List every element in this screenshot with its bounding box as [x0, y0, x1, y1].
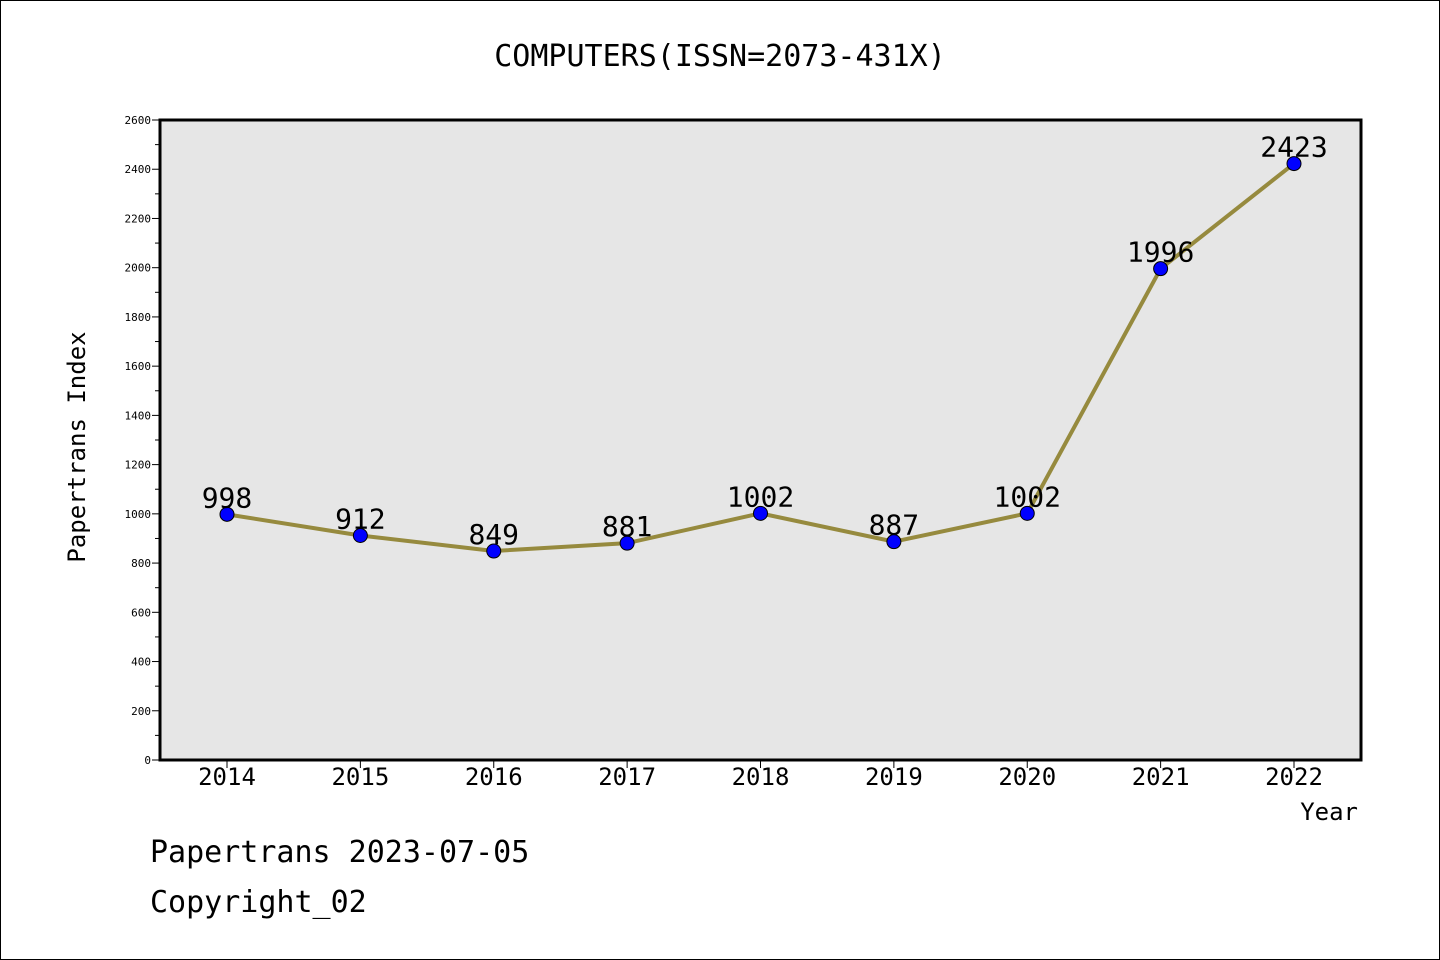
x-tick-label: 2017 [598, 763, 656, 791]
data-label: 998 [202, 481, 253, 514]
footer-date: Papertrans 2023-07-05 [150, 835, 530, 870]
data-label: 849 [468, 518, 519, 551]
data-label: 912 [335, 503, 386, 536]
x-axis: 2014 2015 2016 2017 2018 2019 2020 2021 2022 [198, 760, 1323, 791]
x-tick-label: 2019 [865, 763, 923, 791]
data-label: 1002 [994, 480, 1061, 513]
y-tick-label: 0 [144, 754, 151, 767]
data-label: 1002 [727, 480, 794, 513]
plot-area [158, 118, 1363, 762]
x-tick-label: 2022 [1265, 763, 1323, 791]
y-tick-label: 1600 [125, 360, 152, 373]
y-tick-label: 1200 [125, 459, 152, 472]
x-tick-label: 2015 [331, 763, 389, 791]
y-tick-label: 200 [131, 705, 151, 718]
x-tick-label: 2020 [998, 763, 1056, 791]
data-point [753, 505, 768, 521]
y-tick-label: 2200 [125, 212, 152, 225]
x-tick-label: 2021 [1132, 763, 1190, 791]
data-point [486, 543, 502, 559]
x-tick-label: 2018 [732, 763, 790, 791]
data-labels: 998 912 849 881 1002 887 1002 1996 2423 [202, 131, 1328, 551]
data-label: 881 [602, 510, 653, 543]
data-point [619, 535, 635, 551]
y-tick-label: 800 [131, 557, 151, 570]
footer-copyright: Copyright_02 [150, 885, 367, 920]
y-tick-label: 1400 [125, 409, 152, 422]
x-tick-label: 2014 [198, 763, 256, 791]
data-point [352, 528, 368, 544]
data-point [1153, 261, 1169, 277]
x-tick-label: 2016 [465, 763, 523, 791]
data-point [219, 506, 235, 522]
data-point [886, 534, 902, 550]
chart-title: COMPUTERS(ISSN=2073-431X) [494, 39, 946, 74]
y-axis-label: Papertrans Index [63, 331, 91, 562]
data-point [1286, 156, 1302, 172]
data-label: 887 [869, 509, 920, 542]
x-axis-label: Year [1300, 798, 1358, 826]
y-tick-label: 1000 [125, 508, 152, 521]
data-point [1019, 505, 1035, 521]
y-tick-label: 400 [131, 656, 151, 669]
y-tick-label: 600 [131, 606, 151, 619]
y-tick-label: 2400 [125, 163, 152, 176]
data-label: 2423 [1260, 131, 1327, 164]
y-tick-label: 2600 [125, 114, 152, 127]
series-line-group [219, 156, 1302, 559]
data-label: 1996 [1127, 236, 1194, 269]
y-axis: 0 200 400 600 800 1000 1200 1400 1600 1800 2000 220… [125, 114, 160, 767]
y-tick-label: 1800 [125, 311, 152, 324]
y-tick-label: 2000 [125, 262, 152, 275]
